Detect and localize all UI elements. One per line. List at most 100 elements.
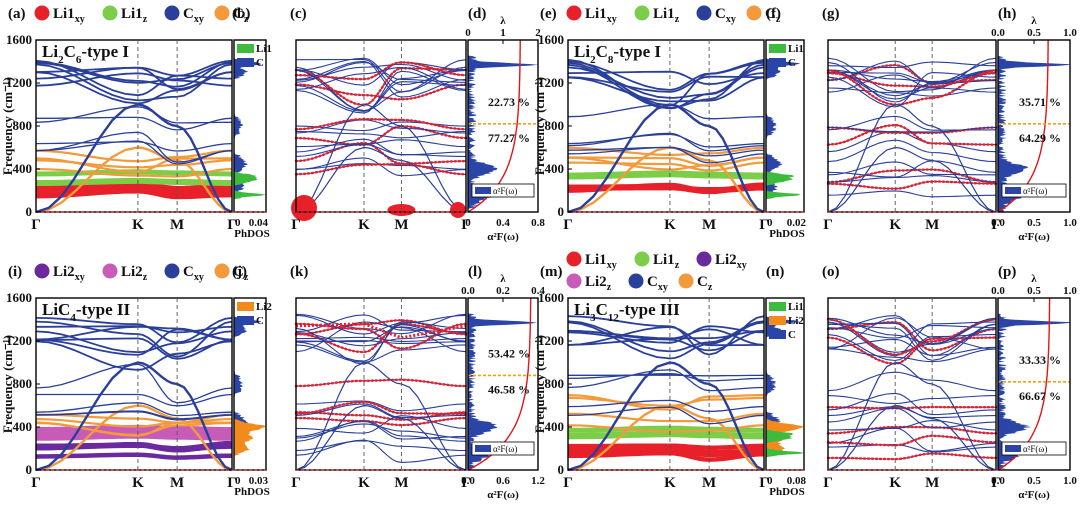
legend-label-Li1xy: Li1xy: [585, 252, 617, 271]
legend-(a): (a) Li1xy Li1z Cxy Cz: [8, 5, 249, 25]
c-inplane-band: [35, 361, 233, 472]
percent-high: 35.71 %: [1019, 95, 1061, 109]
a2f-legend-swatch: [1005, 187, 1021, 194]
eph-coupling-blob: [450, 202, 466, 218]
panel-tag: (a): [8, 6, 26, 22]
kpoint-label: K: [358, 217, 370, 233]
y-tick-label: 1200: [538, 333, 564, 348]
legend-marker-Li2xy: [696, 251, 712, 267]
c-inplane-band: [36, 393, 233, 407]
a2f-axis-label: α²F(ω): [1018, 231, 1050, 243]
legend-marker-Li1xy: [566, 251, 582, 267]
c-inplane-band: [567, 146, 765, 164]
a2f-legend-swatch: [475, 445, 491, 452]
kpoint-label: M: [394, 217, 408, 233]
eph-band-line: [295, 403, 467, 419]
a2f-legend-swatch: [1005, 445, 1021, 452]
percent-low: 77.27 %: [488, 131, 530, 145]
panel-tag: (i): [8, 264, 22, 280]
eph-coupling-dots: [826, 180, 998, 190]
legend-label-Li2xy: Li2xy: [53, 264, 85, 283]
x-tick-label: 0.03: [249, 475, 269, 487]
eph-band-line: [295, 119, 467, 134]
phdos-frame: [765, 297, 805, 471]
x-tick-label: 0: [767, 217, 773, 229]
c-inplane-band: [567, 103, 765, 120]
panel-tag: (d): [468, 6, 486, 22]
eph-band-line: [295, 314, 467, 335]
c-outplane-band: [35, 146, 233, 214]
lambda-tick-label: 0: [465, 27, 471, 39]
c-inplane-band: [567, 60, 765, 91]
c-inplane-band: [35, 131, 233, 163]
eph-band-line: [296, 58, 467, 93]
legend-marker-Cxy: [164, 5, 180, 21]
c-inplane-band: [35, 363, 233, 404]
x-tick-label: 1.2: [531, 475, 545, 487]
lambda-curve: [997, 39, 1049, 213]
y-tick-label: 1600: [538, 32, 564, 47]
eph-band-line: [827, 190, 997, 198]
kpoint-label: M: [170, 217, 184, 233]
band-structure-panel: 0 400 800 1200 1600 Γ K M Γ Frequency (cm⁻¹) Li2C6…: [0, 32, 237, 233]
c-outplane-band: [567, 146, 765, 214]
kpoint-label: K: [132, 475, 144, 491]
c-inplane-band: [567, 146, 765, 157]
eph-band-line: [827, 69, 997, 100]
phdos-legend-swatch: [237, 44, 254, 53]
eph-band-line: [827, 87, 997, 97]
y-tick-label: 1200: [538, 75, 564, 90]
eph-band-line: [827, 395, 997, 405]
lambda-curve: [467, 40, 521, 213]
eph-band-line: [295, 420, 467, 440]
eph-band-line: [295, 146, 467, 213]
a2f-panel: 22.73 % 77.27 % α²F(ω) 0 0.4 0.8 α²F(ω) 0 1 2 λ: [465, 15, 545, 243]
y-tick-label: 0: [558, 204, 565, 219]
panel-tag: (p): [998, 264, 1016, 280]
eph-coupling-dots: [294, 319, 468, 336]
kpoint-label: K: [358, 475, 370, 491]
eph-band-line: [827, 103, 997, 213]
y-tick-label: 1600: [538, 290, 564, 305]
y-tick-label: 800: [13, 118, 33, 133]
a2f-panel: 53.42 % 46.58 % α²F(ω) 0.0 0.6 1.2 α²F(ω) 0.0 0.…: [461, 273, 545, 501]
eph-band-line: [295, 361, 467, 471]
c-inplane-band: [35, 340, 233, 371]
legend-marker-Cz: [214, 5, 230, 21]
phdos-c-area: [234, 40, 262, 212]
eph-band-line: [295, 66, 467, 90]
percent-high: 22.73 %: [488, 95, 530, 109]
c-outplane-band: [35, 167, 233, 178]
legend-label-Li2z: Li2z: [585, 274, 612, 293]
li-outplane-band: [36, 178, 232, 186]
a2f-panel: 35.71 % 64.29 % α²F(ω) 0.0 0.5 1.0 α²F(ω) 0.0 0.…: [991, 15, 1077, 243]
phdos-legend-label: Li1: [788, 301, 804, 313]
phdos-li1-area: [766, 40, 801, 212]
y-tick-label: 800: [545, 376, 565, 391]
x-tick-label: 0.8: [531, 217, 545, 229]
kpoint-label: K: [664, 217, 676, 233]
x-tick-label: 0.02: [787, 217, 807, 229]
lambda-tick-label: 2: [535, 27, 541, 39]
compound-title: Li2C6-type I: [42, 42, 129, 66]
y-tick-label: 1600: [6, 32, 32, 47]
lambda-tick-label: 1.0: [1063, 285, 1077, 297]
eph-coupling-dots: [294, 416, 468, 427]
li-inplane-band: [567, 450, 765, 462]
kpoint-label: M: [170, 475, 184, 491]
eph-band-line: [295, 143, 466, 157]
x-tick-label: 1.0: [1063, 475, 1077, 487]
legend-marker-Li1z: [634, 5, 650, 21]
c-inplane-band: [35, 141, 233, 152]
lambda-curve: [997, 298, 1051, 471]
legend-label-Cz: Cz: [233, 264, 249, 283]
band-structure-panel: 0 400 800 1200 1600 Γ K M Γ Frequency (cm⁻¹) LiC4-…: [0, 290, 237, 491]
phdos-li2-area: [234, 298, 266, 470]
c-inplane-band: [567, 373, 765, 382]
li-inplane-band: [567, 182, 765, 194]
